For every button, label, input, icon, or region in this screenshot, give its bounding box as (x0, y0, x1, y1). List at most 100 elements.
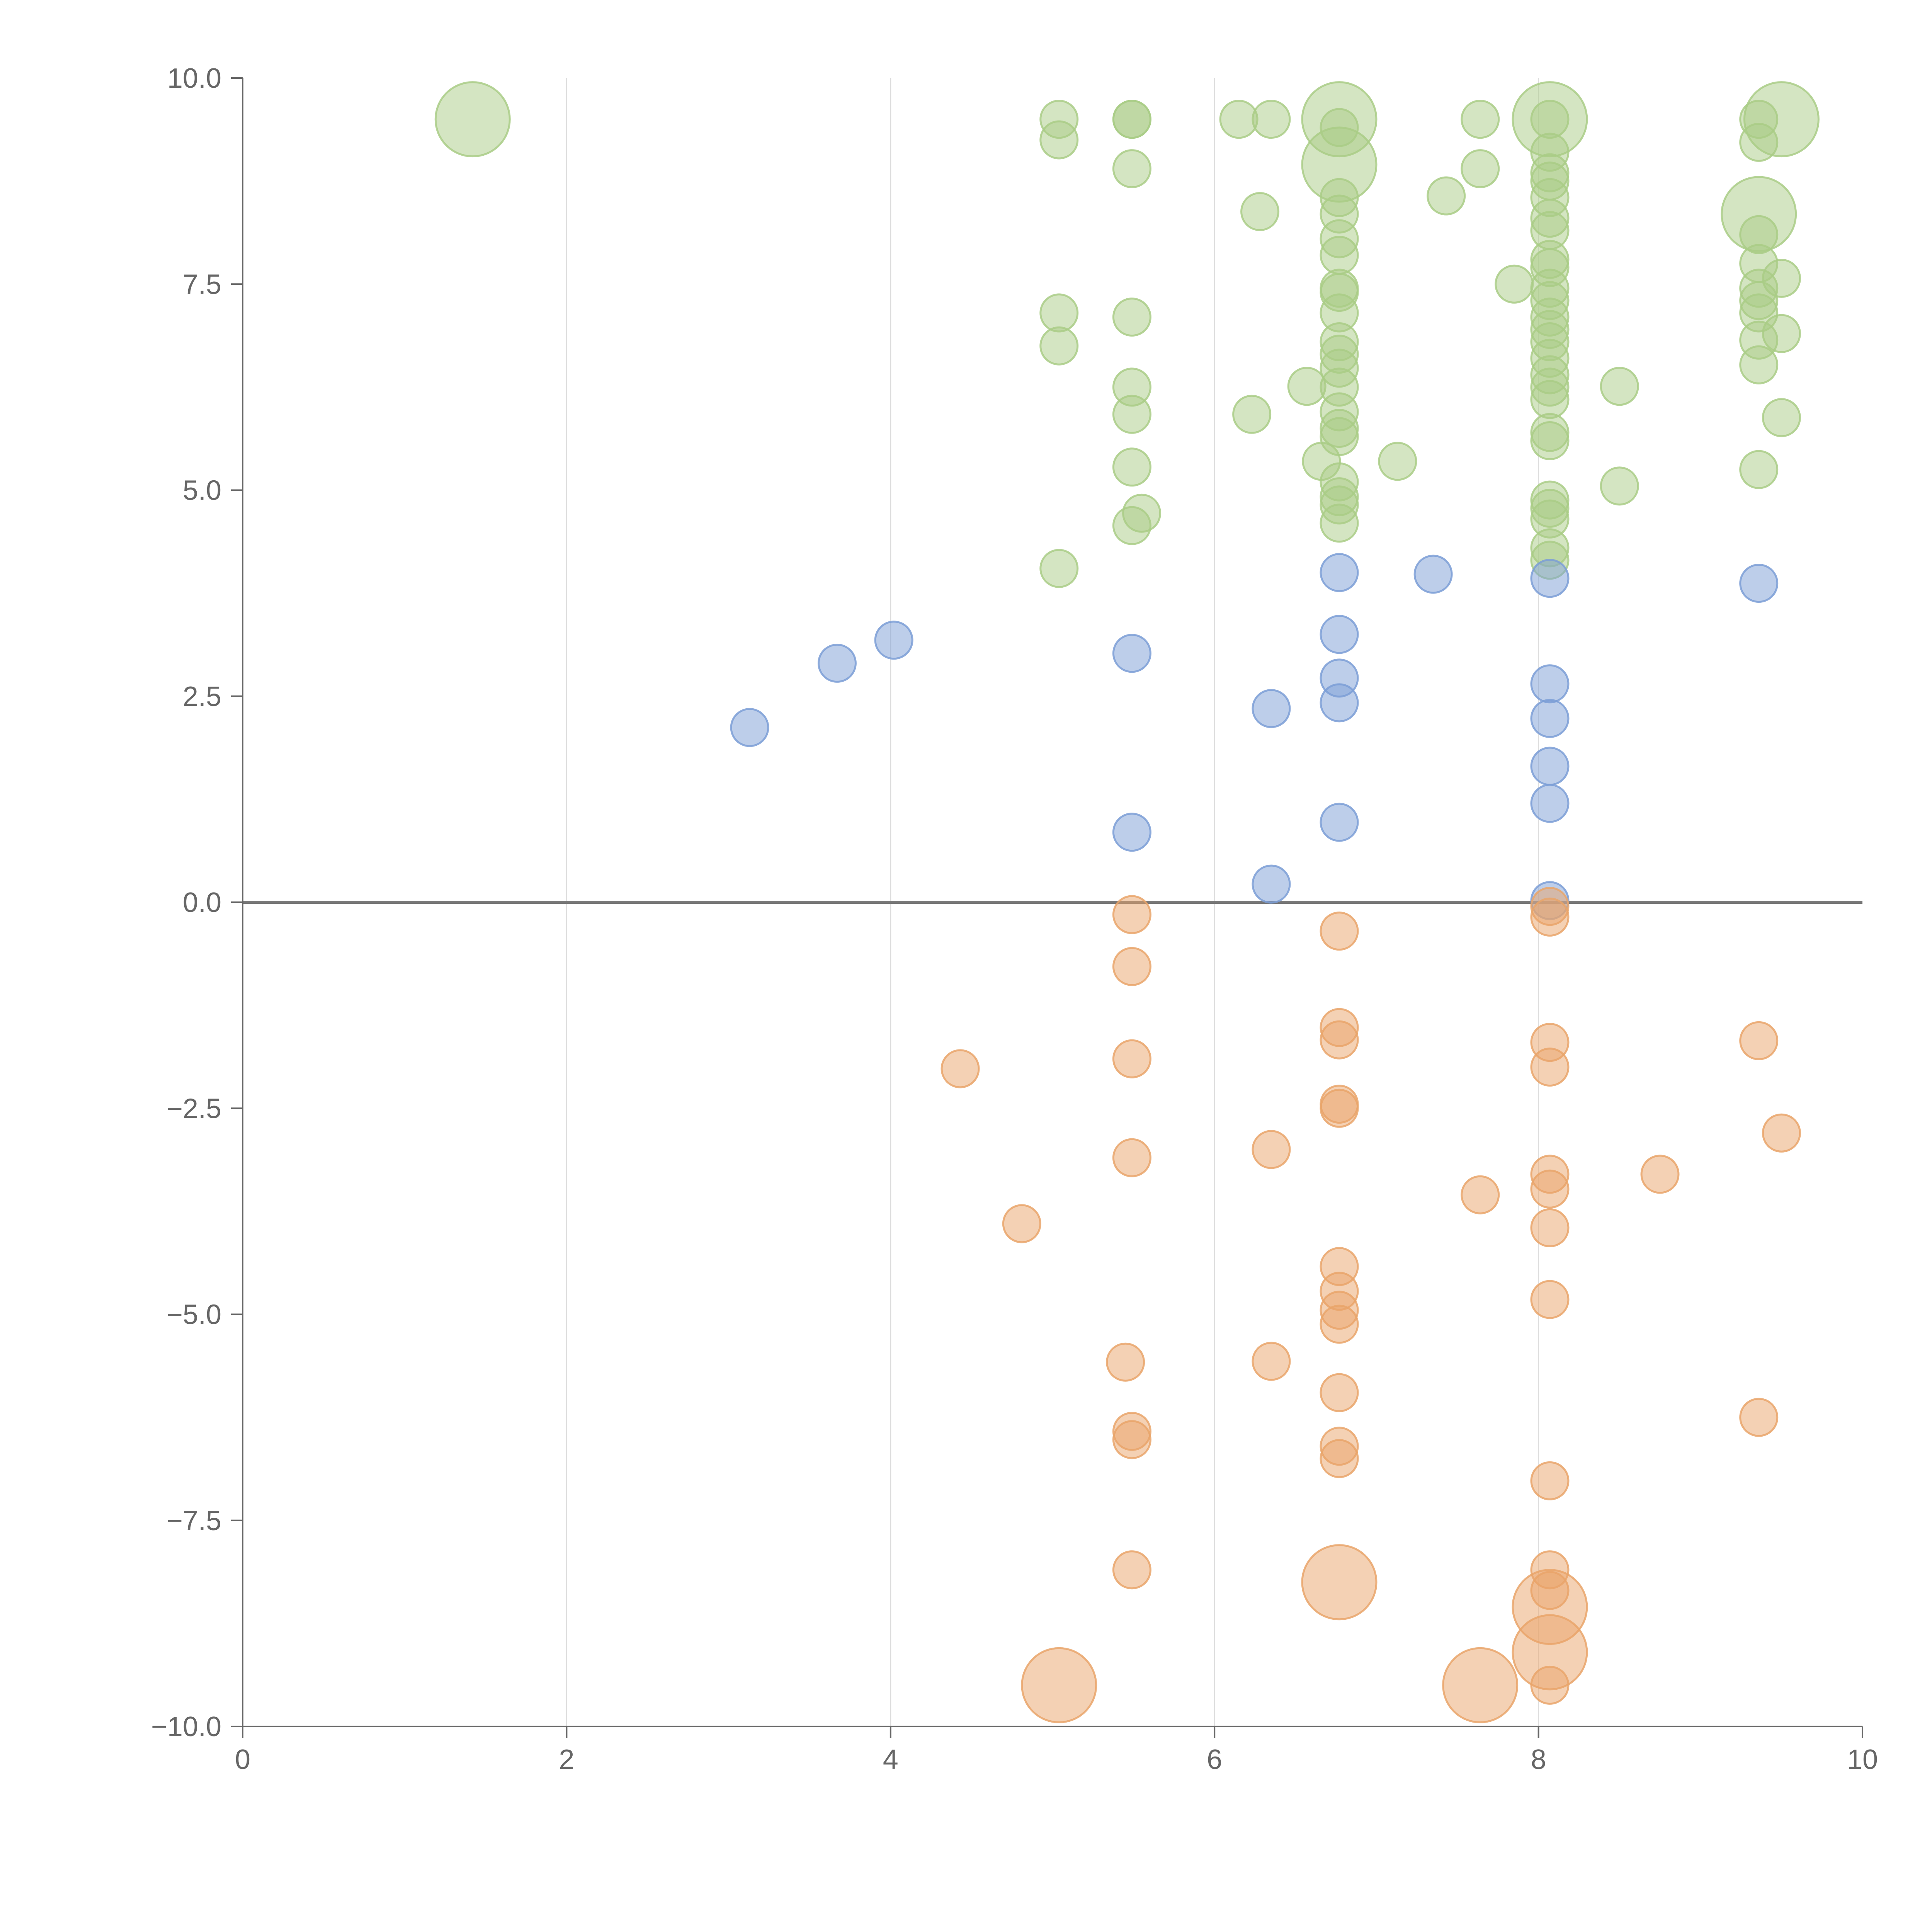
orange-bubble (1112, 1420, 1151, 1459)
orange-bubble (1021, 1647, 1097, 1723)
green-bubble (1112, 149, 1151, 189)
green-bubble (1232, 395, 1272, 434)
green-bubble (1112, 395, 1151, 434)
orange-bubble (1301, 1544, 1378, 1621)
blue-bubble (1530, 664, 1570, 704)
orange-bubble (1530, 897, 1570, 937)
orange-bubble (1252, 1130, 1291, 1169)
series-orange (940, 887, 1801, 1723)
blue-bubble (817, 643, 857, 683)
y-tick-label: −7.5 (167, 1505, 221, 1536)
y-tick-label: −2.5 (167, 1093, 221, 1124)
orange-bubble (1320, 1439, 1359, 1478)
green-bubble (1320, 108, 1359, 147)
green-bubble (1762, 314, 1801, 353)
green-bubble (1530, 100, 1570, 139)
y-tick-label: 10.0 (167, 63, 221, 94)
series-green (434, 81, 1820, 588)
green-bubble (1039, 120, 1079, 160)
green-bubble (1112, 447, 1151, 487)
orange-bubble (1002, 1204, 1041, 1243)
green-bubble (1600, 367, 1639, 406)
y-tick-label: 5.0 (183, 475, 221, 506)
blue-bubble (1739, 564, 1779, 603)
blue-bubble (1530, 699, 1570, 738)
orange-bubble (1530, 1169, 1570, 1209)
green-bubble (1112, 506, 1151, 545)
green-bubble (1530, 380, 1570, 419)
green-bubble (1739, 450, 1779, 489)
green-bubble (1739, 345, 1779, 384)
orange-bubble (1640, 1155, 1680, 1194)
y-tick-label: −10.0 (151, 1711, 221, 1742)
green-bubble (1762, 259, 1801, 298)
orange-bubble (1530, 1461, 1570, 1500)
blue-bubble (1413, 554, 1453, 594)
orange-bubble (1320, 912, 1359, 951)
orange-bubble (1320, 1020, 1359, 1060)
green-bubble (1039, 549, 1079, 588)
x-tick-label: 8 (1531, 1744, 1546, 1775)
orange-bubble (1112, 1550, 1151, 1590)
blue-bubble (1320, 803, 1359, 842)
orange-bubble (1112, 1138, 1151, 1177)
green-bubble (1039, 293, 1079, 333)
x-tick-label: 0 (235, 1744, 250, 1775)
green-bubble (434, 81, 511, 158)
orange-bubble (1320, 1373, 1359, 1412)
x-tick-label: 10 (1847, 1744, 1878, 1775)
orange-bubble (1106, 1342, 1145, 1382)
orange-bubble (1530, 1665, 1570, 1705)
blue-bubble (730, 708, 769, 747)
orange-bubble (1739, 1398, 1779, 1437)
orange-bubble (1442, 1647, 1519, 1723)
y-tick-label: −5.0 (167, 1299, 221, 1330)
green-bubble (1320, 503, 1359, 543)
orange-bubble (940, 1049, 980, 1088)
blue-bubble (1252, 689, 1291, 728)
blue-bubble (1530, 747, 1570, 786)
y-tick-label: 0.0 (183, 887, 221, 918)
green-bubble (1461, 100, 1500, 139)
x-tick-label: 2 (559, 1744, 574, 1775)
blue-bubble (874, 621, 913, 660)
bubble-layer (434, 81, 1820, 1723)
blue-bubble (1530, 559, 1570, 598)
orange-bubble (1320, 1088, 1359, 1128)
y-tick-label: 2.5 (183, 681, 221, 712)
green-bubble (1320, 417, 1359, 456)
green-bubble (1039, 326, 1079, 366)
green-bubble (1762, 398, 1801, 437)
blue-bubble (1320, 615, 1359, 654)
blue-bubble (1320, 683, 1359, 723)
green-bubble (1530, 421, 1570, 461)
orange-bubble (1530, 1048, 1570, 1087)
orange-bubble (1112, 947, 1151, 986)
y-tick-label: 7.5 (183, 269, 221, 300)
green-bubble (1112, 298, 1151, 337)
series-blue (730, 553, 1779, 920)
orange-bubble (1530, 1208, 1570, 1248)
blue-bubble (1112, 813, 1151, 852)
orange-bubble (1762, 1113, 1801, 1153)
blue-bubble (1320, 553, 1359, 592)
orange-bubble (1252, 1342, 1291, 1381)
orange-bubble (1739, 1021, 1779, 1060)
orange-bubble (1461, 1175, 1500, 1214)
orange-bubble (1112, 1039, 1151, 1078)
green-bubble (1378, 442, 1417, 481)
orange-bubble (1320, 1304, 1359, 1344)
blue-bubble (1252, 864, 1291, 904)
x-tick-label: 6 (1207, 1744, 1222, 1775)
green-bubble (1600, 466, 1639, 506)
axis-layer: 0 2 4 6 8 10 10.0 7.5 5.0 2.5 0.0 −2.5 −5.0 −7.5 −10.0 (151, 63, 1878, 1775)
green-bubble (1252, 100, 1291, 139)
blue-bubble (1530, 784, 1570, 823)
green-bubble (1240, 192, 1280, 231)
green-bubble (1427, 176, 1466, 216)
green-bubble (1495, 264, 1534, 304)
x-tick-label: 4 (883, 1744, 898, 1775)
orange-bubble (1112, 895, 1151, 934)
